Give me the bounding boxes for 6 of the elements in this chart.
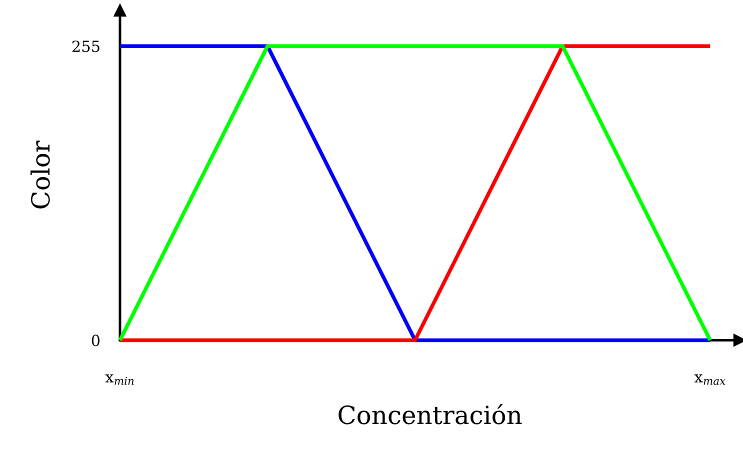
x-tick-label: x$_{min}$: [105, 374, 134, 385]
y-tick-label: 255: [72, 40, 100, 52]
x-tick-label: x$_{max}$: [694, 374, 726, 385]
x-axis-title: Concentración: [338, 404, 522, 424]
y-tick-label: 0: [92, 334, 100, 346]
y-axis-title: Color: [30, 140, 50, 208]
